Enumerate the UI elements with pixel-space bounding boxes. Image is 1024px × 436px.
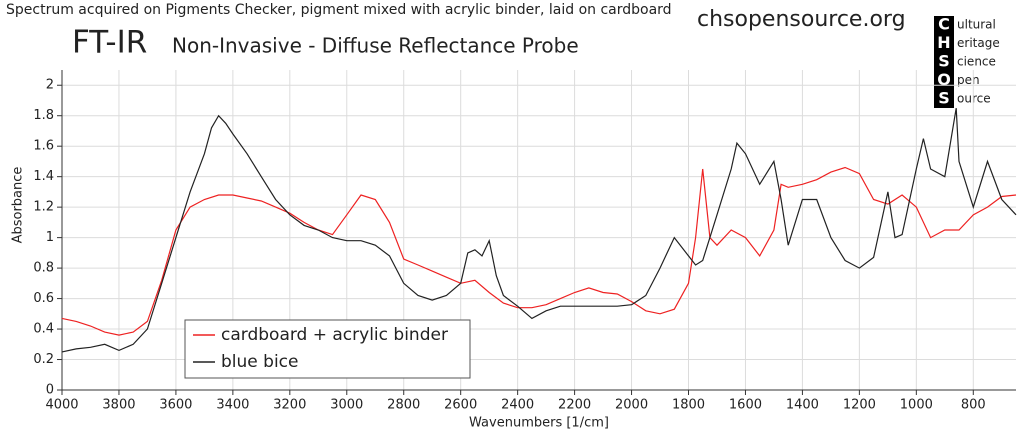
logo-word: ource bbox=[957, 92, 991, 106]
y-tick-label: 2 bbox=[46, 78, 54, 93]
x-tick-label: 3000 bbox=[330, 398, 363, 413]
y-tick-label: 0.4 bbox=[33, 322, 54, 337]
legend: cardboard + acrylic binder blue bice bbox=[184, 319, 471, 379]
caption: Spectrum acquired on Pigments Checker, p… bbox=[6, 2, 672, 18]
chart-subtitle: Non-Invasive - Diffuse Reflectance Probe bbox=[172, 34, 579, 58]
y-tick-label: 0 bbox=[46, 383, 54, 398]
plot-area: 0 0.2 0.4 0.6 0.8 1 1.2 1.4 1.6 1.8 2 4000 3800 3600 3… bbox=[33, 70, 1017, 413]
series-line bbox=[61, 108, 1017, 353]
chart-title: FT-IR bbox=[72, 25, 147, 61]
x-tick-label: 1800 bbox=[672, 398, 705, 413]
legend-label: blue bice bbox=[221, 352, 298, 372]
x-tick-label: 1600 bbox=[729, 398, 762, 413]
series-line bbox=[61, 166, 1017, 336]
logo-letter: C bbox=[938, 15, 950, 34]
y-tick-label: 0.8 bbox=[33, 261, 54, 276]
logo-letter: H bbox=[937, 33, 950, 52]
legend-box bbox=[184, 319, 471, 379]
y-tick-label: 1 bbox=[46, 230, 54, 245]
x-tick-label: 2000 bbox=[615, 398, 648, 413]
x-tick-label: 4000 bbox=[45, 398, 78, 413]
x-tick-label: 2400 bbox=[501, 398, 534, 413]
x-tick-label: 2800 bbox=[387, 398, 420, 413]
x-tick-label: 2600 bbox=[444, 398, 477, 413]
source: chsopensource.org bbox=[697, 7, 906, 32]
x-axis-label: Wavenumbers [1/cm] bbox=[469, 416, 609, 431]
logo-letter: O bbox=[937, 70, 951, 89]
logo-word: ultural bbox=[957, 18, 996, 32]
logo-letter: S bbox=[938, 89, 950, 108]
y-tick-label: 1.8 bbox=[33, 108, 54, 123]
x-tick-label: 3200 bbox=[273, 398, 306, 413]
logo-word: pen bbox=[957, 73, 980, 87]
x-tick-label: 2200 bbox=[558, 398, 591, 413]
x-tick-label: 3800 bbox=[102, 398, 135, 413]
x-tick-label: 3400 bbox=[216, 398, 249, 413]
x-tick-label: 1400 bbox=[786, 398, 819, 413]
y-tick-label: 0.2 bbox=[33, 352, 54, 367]
logo-word: eritage bbox=[957, 36, 1000, 50]
y-axis-label: Absorbance bbox=[11, 167, 26, 244]
x-tick-label: 3600 bbox=[159, 398, 192, 413]
y-tick-label: 0.6 bbox=[33, 291, 54, 306]
x-tick-label: 1200 bbox=[843, 398, 876, 413]
y-tick-label: 1.4 bbox=[33, 169, 54, 184]
y-tick-label: 1.2 bbox=[33, 200, 54, 215]
y-tick-label: 1.6 bbox=[33, 139, 54, 154]
x-tick-label: 800 bbox=[961, 398, 986, 413]
logo-word: cience bbox=[957, 55, 996, 69]
x-tick-label: 1000 bbox=[900, 398, 933, 413]
logo-letter: S bbox=[938, 52, 950, 71]
legend-label: cardboard + acrylic binder bbox=[221, 325, 448, 345]
